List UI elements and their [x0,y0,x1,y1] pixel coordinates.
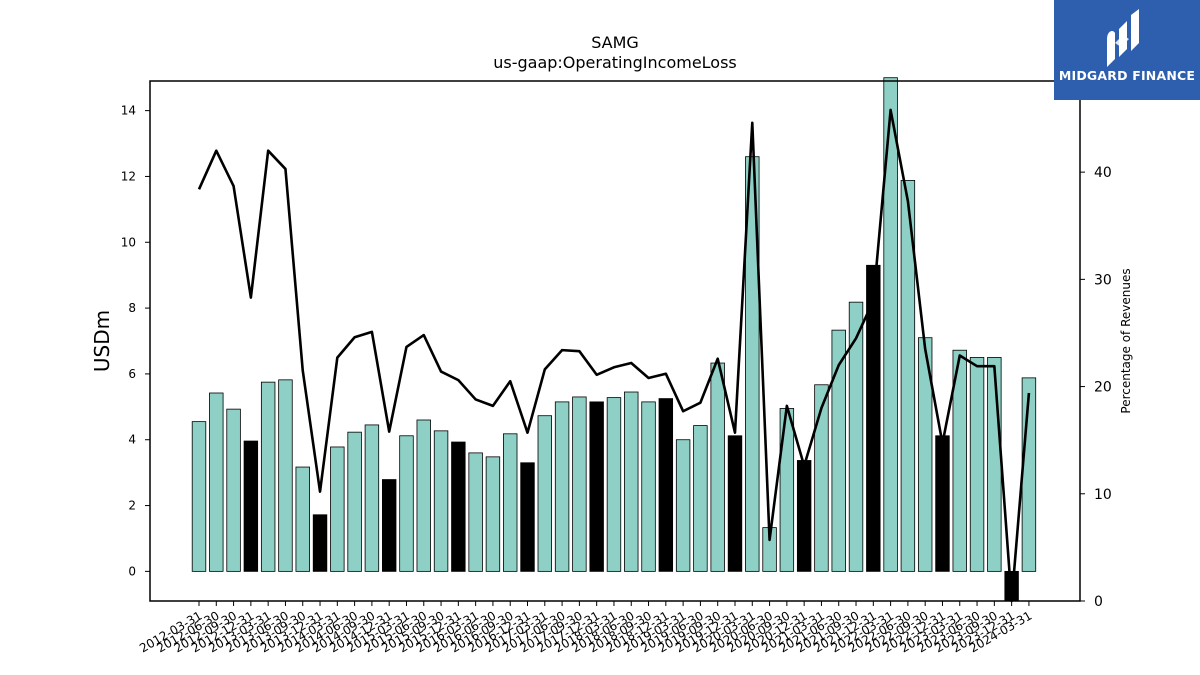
bar-2018-12-31 [658,398,674,572]
bar-2015-09-30 [433,430,449,572]
bar-2018-03-31 [606,397,622,572]
bar-2013-12-31 [312,514,328,572]
percentage-line [197,108,1031,603]
bar-2012-03-31 [191,421,207,572]
bar-2019-12-31 [727,435,743,572]
brand-name: MIDGARD FINANCE [1058,68,1196,83]
bar-2019-09-30 [710,362,725,572]
bar-2014-09-30 [364,424,380,572]
bar-2014-06-30 [347,431,362,572]
bar-2018-06-30 [624,391,639,572]
bar-2014-12-31 [381,479,397,572]
bar-2016-06-30 [485,456,501,572]
bar-2023-06-30 [969,357,985,572]
bar-2016-03-31 [468,452,483,572]
bar-2012-12-31 [243,440,259,572]
bar-2017-09-30 [572,396,587,572]
bar-2023-03-31 [952,349,967,572]
bar-2022-12-31 [935,435,950,572]
bar-group [191,77,1037,602]
y-tick-label-left: 0 [128,564,136,578]
bar-2020-03-31 [745,156,760,572]
midgard-logo-icon [1107,9,1139,67]
chart-title: SAMG [591,33,639,52]
bar-2016-09-30 [503,433,518,572]
y-tick-label-left: 10 [121,235,136,249]
y-tick-label-left: 6 [128,367,136,381]
bar-2017-06-30 [554,401,570,572]
bar-2021-06-30 [831,329,846,572]
bar-2015-12-31 [451,441,466,572]
bar-2022-06-30 [900,179,916,572]
axes: 024681012140102030402012-03-312012-06-30… [121,80,1112,655]
bar-2018-09-30 [641,401,656,572]
bar-2017-03-31 [537,415,553,572]
bar-2015-06-30 [416,419,431,572]
bar-2021-03-31 [814,384,829,572]
y-tick-label-left: 2 [128,499,136,513]
y-tick-label-left: 8 [128,301,136,315]
bar-2023-09-30 [987,357,1002,572]
y-tick-label-right: 20 [1094,380,1112,396]
y-axis-label-right: Percentage of Revenues [1119,268,1133,413]
bar-2022-03-31 [883,77,898,572]
bar-2020-12-31 [796,460,812,572]
y-tick-label-right: 10 [1094,487,1112,503]
bar-2016-12-31 [520,462,535,572]
chart-subtitle: us-gaap:OperatingIncomeLoss [493,53,737,72]
bar-2021-12-31 [866,264,881,572]
y-tick-label-right: 0 [1094,594,1103,610]
bar-2013-03-31 [260,381,276,572]
bar-2019-06-30 [693,425,708,572]
line-group [197,108,1031,603]
bar-2022-09-30 [917,337,933,572]
bar-2012-09-30 [226,408,241,572]
bar-2013-06-30 [278,379,293,572]
y-axis-label-left: USDm [90,310,114,372]
bar-2019-03-31 [675,439,691,572]
bar-2013-09-30 [295,466,310,572]
bar-2012-06-30 [209,392,224,572]
bar-2014-03-31 [330,446,345,572]
plot-frame [149,80,1081,602]
y-tick-label-left: 4 [128,433,136,447]
bar-2015-03-31 [399,435,414,572]
y-tick-label-right: 30 [1094,272,1112,288]
y-tick-label-right: 40 [1094,165,1112,181]
brand-logo-panel: MIDGARD FINANCE [1054,0,1200,100]
y-tick-label-left: 12 [121,169,136,183]
y-tick-label-left: 14 [121,104,136,118]
bar-2021-09-30 [848,301,864,572]
bar-2017-12-31 [589,401,604,572]
